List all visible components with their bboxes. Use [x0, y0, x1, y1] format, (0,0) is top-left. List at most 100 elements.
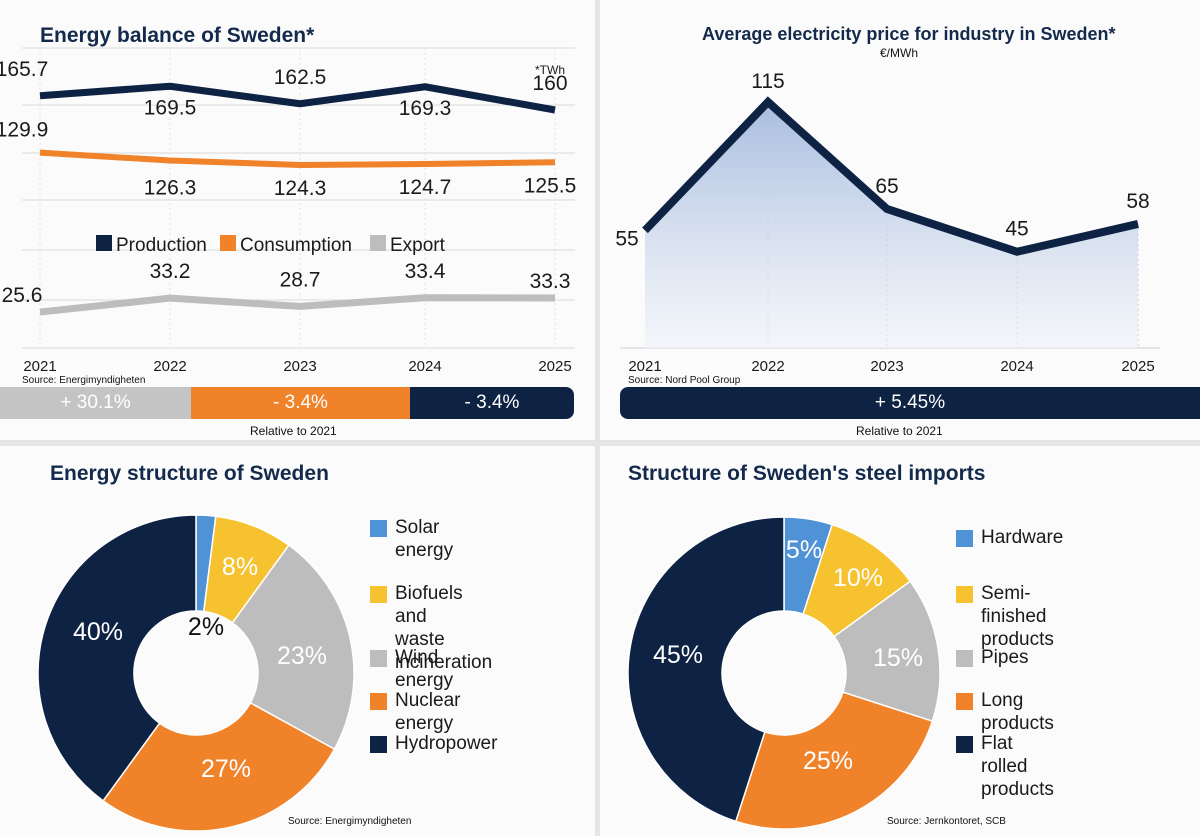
legend-label: Long products	[981, 690, 1054, 734]
structure-slice-label: 8%	[222, 553, 258, 581]
export-value-label: 33.3	[530, 270, 571, 293]
legend-item: Semi-finished products	[956, 582, 1054, 651]
legend-swatch	[956, 693, 973, 710]
consumption-change-bar: - 3.4%	[191, 387, 410, 419]
electricity-price-chart: 55 115 65 45 58 2021 2022 2023 2024 2025	[615, 70, 1160, 375]
steel-slice-label: 45%	[653, 641, 703, 669]
consumption-line	[39, 149, 556, 168]
x-tick-label: 2025	[538, 358, 571, 375]
legend-label: Consumption	[240, 235, 352, 256]
energy-balance-panel: Energy balance of Sweden* 165.7 169.5 162.…	[0, 0, 595, 440]
export-value-label: 25.6	[2, 284, 43, 307]
x-tick-label: 2024	[1000, 358, 1033, 375]
energy-structure-panel: Energy structure of Sweden 2% 8% 23% 27% 40%…	[0, 446, 595, 836]
legend-item: Biofuels and waste incineration	[370, 582, 492, 674]
electricity-price-relative-note: Relative to 2021	[856, 424, 943, 438]
legend-item: Solar energy	[370, 516, 453, 562]
legend-item: Pipes	[956, 646, 1029, 669]
structure-slice	[37, 514, 197, 802]
consumption-value-label: 125.5	[524, 174, 577, 197]
production-value-label: 162.5	[274, 66, 327, 89]
legend-item: Flat rolled products	[956, 732, 1054, 801]
legend-label: Hydropower	[395, 733, 498, 754]
electricity-price-unit: €/MWh	[880, 46, 919, 60]
consumption-value-label: 126.3	[144, 177, 197, 200]
price-value-label: 55	[615, 227, 638, 250]
structure-slice-label: 23%	[277, 642, 327, 670]
steel-slice	[734, 691, 934, 830]
export-change-bar: + 30.1%	[0, 387, 191, 419]
legend-item: Hydropower	[370, 732, 497, 755]
legend-swatch	[370, 235, 386, 251]
price-value-label: 65	[875, 175, 898, 198]
steel-slice-label: 5%	[786, 536, 822, 564]
energy-structure-source: Source: Energimyndigheten	[288, 816, 412, 827]
price-value-label: 115	[751, 70, 784, 93]
structure-slice-label: 2%	[188, 613, 224, 641]
x-tick-label: 2023	[283, 358, 316, 375]
export-value-label: 28.7	[280, 268, 321, 291]
price-line	[642, 96, 1139, 256]
legend-label: Flat rolled products	[981, 733, 1054, 800]
steel-imports-panel: Structure of Sweden's steel imports 5% 10…	[600, 446, 1200, 836]
energy-structure-title: Energy structure of Sweden	[50, 462, 329, 485]
legend-label: Production	[116, 235, 207, 256]
legend-item: Long products	[956, 689, 1054, 735]
production-change-bar: - 3.4%	[410, 387, 574, 419]
steel-slice-label: 10%	[833, 564, 883, 592]
production-value-label: 165.7	[0, 58, 48, 81]
legend-label: Nuclear energy	[395, 690, 461, 734]
energy-balance-chart: 165.7 169.5 162.5 169.3 160 129.9 126.3 124.3 12…	[0, 47, 577, 375]
structure-slice	[231, 544, 355, 751]
structure-slice-label: 40%	[73, 618, 123, 646]
price-area	[645, 102, 1138, 348]
consumption-value-label: 124.3	[274, 177, 327, 200]
legend-label: Export	[390, 235, 446, 256]
production-value-label: 169.5	[144, 96, 197, 119]
structure-slice-label: 27%	[201, 755, 251, 783]
steel-slice-label: 15%	[873, 644, 923, 672]
steel-imports-source: Source: Jernkontoret, SCB	[887, 816, 1006, 827]
steel-imports-title: Structure of Sweden's steel imports	[628, 462, 986, 485]
steel-slice	[627, 516, 785, 823]
export-value-label: 33.4	[405, 260, 446, 283]
legend-item: Hardware	[956, 526, 1063, 549]
legend-item: Wind energy	[370, 646, 453, 692]
consumption-value-label: 129.9	[0, 119, 48, 142]
legend-swatch	[956, 736, 973, 753]
legend-swatch	[956, 586, 973, 603]
export-value-label: 33.2	[150, 260, 191, 283]
legend-label: Hardware	[981, 527, 1064, 548]
price-change-bar: + 5.45%	[620, 387, 1200, 419]
production-value-label: 160	[532, 72, 567, 95]
legend-swatch	[96, 235, 112, 251]
unit-note: *TWh	[535, 63, 565, 77]
steel-slice-label: 25%	[803, 747, 853, 775]
legend-swatch	[220, 235, 236, 251]
export-line	[39, 294, 556, 316]
electricity-price-source: Source: Nord Pool Group	[628, 375, 741, 386]
x-tick-label: 2022	[751, 358, 784, 375]
x-tick-label: 2025	[1121, 358, 1154, 375]
energy-structure-donut: 2% 8% 23% 27% 40%	[37, 514, 355, 832]
legend-label: Biofuels and waste incineration	[395, 583, 493, 673]
legend-swatch	[370, 586, 387, 603]
x-tick-label: 2021	[23, 358, 56, 375]
legend-label: Semi-finished products	[981, 583, 1054, 650]
legend-label: Solar energy	[395, 517, 454, 561]
legend-swatch	[370, 736, 387, 753]
legend-swatch	[370, 650, 387, 667]
consumption-value-label: 124.7	[399, 176, 452, 199]
production-value-label: 169.3	[399, 97, 452, 120]
steel-slice	[833, 580, 941, 723]
legend-swatch	[370, 693, 387, 710]
structure-slice	[102, 701, 336, 832]
legend-label: Pipes	[981, 647, 1029, 668]
x-tick-label: 2022	[153, 358, 186, 375]
energy-balance-title: Energy balance of Sweden*	[40, 24, 315, 47]
x-tick-label: 2021	[628, 358, 661, 375]
legend-label: Wind energy	[395, 647, 454, 691]
x-tick-label: 2023	[870, 358, 903, 375]
legend-item: Nuclear energy	[370, 689, 460, 735]
production-line	[39, 82, 556, 114]
